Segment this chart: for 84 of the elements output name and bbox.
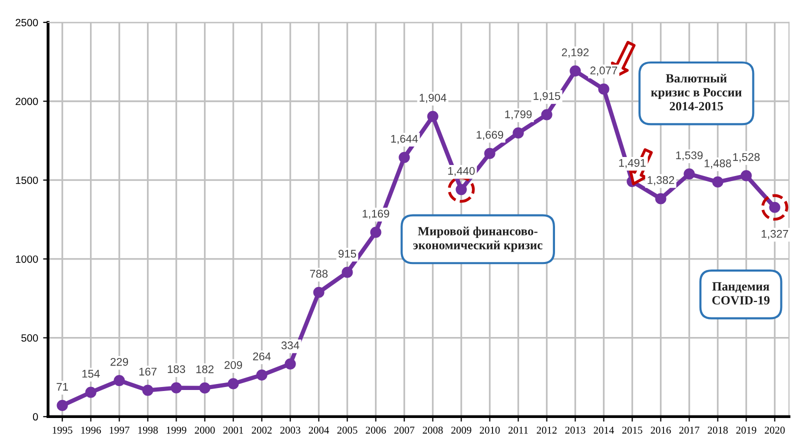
data-label: 1,488 <box>704 159 732 169</box>
point <box>114 374 125 386</box>
x-tick-label: 2008 <box>422 426 443 434</box>
point <box>655 193 666 204</box>
data-label: 1,799 <box>505 110 532 120</box>
x-tick-label: 2002 <box>252 426 272 434</box>
data-label: 183 <box>168 365 186 374</box>
x-tick-label: 1997 <box>110 426 130 434</box>
x-tick-label: 2011 <box>508 426 528 434</box>
data-label: 2,192 <box>562 48 589 58</box>
point <box>684 168 695 180</box>
data-label: 264 <box>253 352 271 360</box>
point <box>199 382 210 394</box>
x-tick-label: 2010 <box>480 426 500 434</box>
point <box>170 382 182 394</box>
data-label: 915 <box>338 250 356 258</box>
x-tick-label: 2005 <box>337 426 358 434</box>
x-tick-label: 2007 <box>394 426 414 434</box>
point <box>370 226 382 238</box>
data-label: 209 <box>224 361 242 369</box>
x-tick-label: 2017 <box>679 426 700 434</box>
point <box>256 369 268 381</box>
y-tick-label: 2500 <box>16 18 38 26</box>
point <box>484 148 496 159</box>
point <box>85 386 96 398</box>
x-tick-label: 2016 <box>650 426 671 434</box>
point <box>56 400 68 411</box>
point <box>427 110 438 122</box>
data-label: 167 <box>139 368 157 376</box>
point <box>541 109 552 120</box>
data-label: 71 <box>56 382 68 391</box>
data-label: 1,491 <box>619 158 646 168</box>
y-tick-label: 2000 <box>16 98 38 106</box>
data-label: 2,077 <box>590 66 618 76</box>
x-tick-label: 2009 <box>451 426 472 434</box>
data-label: 182 <box>196 365 214 374</box>
x-tick-label: 2013 <box>565 426 586 434</box>
data-label: 788 <box>310 270 328 278</box>
data-label: 1,669 <box>476 130 504 140</box>
y-tick-label: 0 <box>32 413 38 421</box>
x-tick-label: 2015 <box>622 426 642 434</box>
x-tick-label: 2006 <box>366 426 386 434</box>
data-label: 1,440 <box>448 166 475 176</box>
data-label: 334 <box>281 341 300 350</box>
point <box>398 152 410 163</box>
y-tick-label: 500 <box>21 334 38 342</box>
data-label: 1,327 <box>762 230 788 240</box>
point <box>313 286 324 298</box>
point <box>712 176 724 188</box>
data-label: 1,528 <box>733 153 760 162</box>
data-label: 154 <box>82 370 100 378</box>
data-label: 1,915 <box>534 92 560 102</box>
data-label: 1,169 <box>362 210 390 219</box>
x-tick-label: 2012 <box>536 426 557 434</box>
x-tick-label: 1996 <box>81 426 101 434</box>
data-label: 1,539 <box>676 151 703 161</box>
x-tick-label: 1999 <box>166 426 186 434</box>
x-tick-label: 2003 <box>280 426 300 434</box>
point <box>598 84 610 95</box>
y-tick-label: 1000 <box>16 255 38 263</box>
x-tick-label: 2018 <box>708 426 728 434</box>
x-tick-label: 1998 <box>138 426 158 434</box>
x-tick-label: 2019 <box>736 426 756 434</box>
annotation: Пандемия COVID-19 <box>712 282 770 305</box>
data-label: 1,904 <box>420 94 446 104</box>
annotation: Валютный кризис в России 2014-2015 <box>651 74 742 110</box>
data-label: 1,382 <box>648 176 674 186</box>
x-tick-label: 2014 <box>594 426 614 434</box>
data-label: 1,644 <box>391 134 418 144</box>
point <box>342 266 353 278</box>
annotation: Мировой финансово- экономический кризис <box>413 226 542 252</box>
x-tick-label: 2001 <box>223 426 244 434</box>
point <box>740 170 752 182</box>
x-tick-label: 2000 <box>194 426 215 434</box>
y-tick-label: 1500 <box>16 176 38 184</box>
x-tick-label: 2004 <box>308 426 330 434</box>
data-label: 229 <box>110 358 128 366</box>
point <box>284 358 296 370</box>
point <box>512 127 524 138</box>
x-tick-label: 1995 <box>52 426 72 434</box>
point <box>570 65 581 77</box>
point <box>228 378 239 390</box>
x-tick-label: 2020 <box>764 426 785 434</box>
point <box>142 384 154 396</box>
